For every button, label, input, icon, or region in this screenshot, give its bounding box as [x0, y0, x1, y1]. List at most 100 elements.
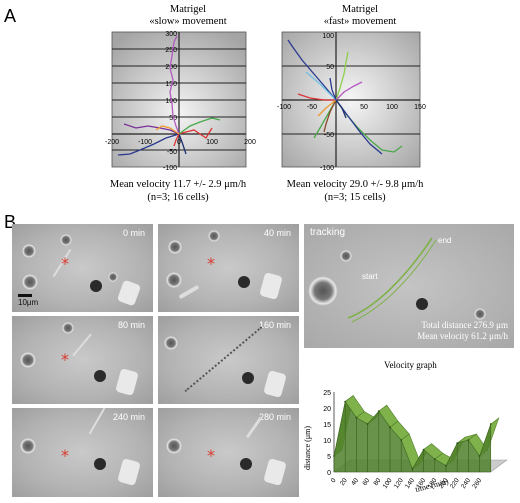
cell: [166, 438, 182, 454]
fast-plot-title: Matrigel «fast» movement: [280, 4, 440, 28]
slow-caption: Mean velocity 11.7 +/- 2.9 μm/h (n=3; 16…: [88, 178, 268, 204]
cell-marker-star: *: [61, 446, 69, 465]
velocity-graph-bg: [304, 352, 516, 502]
tracking-label: tracking: [310, 227, 346, 238]
velocity-ytick: 5: [327, 454, 331, 461]
cell: [90, 280, 102, 292]
frame-80min: 80 min *: [12, 316, 153, 404]
end-label: end: [438, 236, 452, 245]
tracking-stats: Total distance 276.9 μm Mean velocity 61…: [417, 320, 508, 342]
cell: [94, 370, 106, 382]
migration-path: [184, 326, 264, 394]
velocity-point: [478, 455, 481, 457]
fast-caption: Mean velocity 29.0 +/- 9.8 μm/h (n=3; 15…: [265, 178, 445, 204]
cell-marker-star: *: [207, 446, 215, 465]
slow-plot-title: Matrigel «slow» movement: [108, 4, 268, 28]
slow-ytick: 300: [165, 31, 177, 38]
slow-movement-plot: 300 250 200 150 100 50 -50 -100 -200 -10…: [105, 31, 256, 172]
cell: [164, 336, 178, 350]
velocity-point: [333, 455, 335, 457]
slow-ytick: 200: [165, 64, 177, 71]
velocity-point: [411, 467, 414, 470]
cell-marker-star: *: [61, 254, 69, 273]
frame-time-label: 240 min: [112, 412, 145, 422]
fast-ytick: 100: [322, 33, 334, 40]
velocity-ytick: 10: [323, 438, 331, 445]
fast-xticks: -100 -50 50 100 150: [277, 104, 426, 111]
fast-movement-plot: 100 50 -50 -100 -100 -50 50 100 150: [277, 31, 426, 172]
velocity-ytick: 15: [323, 422, 331, 429]
cell: [240, 458, 252, 470]
fast-xtick: 50: [360, 104, 368, 111]
slow-xtick: -100: [138, 139, 152, 146]
velocity-graph: Velocity graph distance (μm) time (min) …: [304, 352, 516, 502]
velocity-graph-title: Velocity graph: [384, 360, 437, 370]
fast-title-line2: «fast» movement: [323, 16, 397, 27]
cell: [166, 272, 182, 288]
cell-cluster: [117, 458, 141, 486]
cell: [60, 234, 72, 246]
velocity-xtick: 20: [339, 477, 349, 487]
fast-ytick: 50: [326, 64, 334, 71]
frame-time-label: 280 min: [258, 412, 291, 422]
velocity-point: [355, 416, 358, 419]
cell: [242, 372, 254, 384]
cell: [474, 308, 486, 320]
velocity-xtick: 40: [350, 477, 360, 487]
cell: [238, 276, 250, 288]
start-label: start: [362, 272, 378, 281]
fast-xtick: -100: [277, 104, 291, 111]
migrating-cell: [88, 408, 106, 435]
slow-xtick: 100: [206, 139, 218, 146]
velocity-point: [422, 448, 425, 451]
frame-240min: 240 min *: [12, 408, 153, 497]
velocity-point: [344, 400, 347, 403]
cell-cluster: [259, 272, 283, 300]
scale-bar-label: 10μm: [18, 298, 39, 307]
tracking-path: [347, 237, 437, 323]
ribbon-side: [456, 439, 469, 473]
slow-ytick: -50: [167, 149, 177, 156]
velocity-point: [467, 439, 470, 441]
cell-marker-star: *: [207, 254, 215, 273]
slow-xtick: 0: [177, 139, 181, 146]
cell: [94, 458, 106, 470]
slow-xtick: 200: [244, 139, 256, 146]
cell: [108, 272, 118, 282]
frame-160min: 160 min: [158, 316, 299, 404]
fast-title-line1: Matrigel: [341, 4, 379, 15]
velocity-graph-ylabel: distance (μm): [304, 426, 312, 470]
fast-xtick: 150: [414, 104, 426, 111]
fast-caption-line1: Mean velocity 29.0 +/- 9.8 μm/h: [286, 179, 424, 190]
velocity-ytick: 0: [327, 470, 331, 477]
cell-cluster: [115, 368, 139, 396]
slow-title-line1: Matrigel: [169, 4, 207, 15]
ribbon-side: [479, 423, 492, 473]
velocity-xtick: 80: [373, 477, 383, 487]
frame-time-label: 80 min: [117, 320, 145, 330]
velocity-point: [433, 458, 436, 461]
panel-letter-a: A: [4, 6, 17, 26]
cell: [340, 250, 352, 262]
fast-ytick: -50: [324, 132, 334, 139]
cell-cluster: [116, 279, 142, 307]
slow-title-line2: «slow» movement: [149, 16, 227, 27]
migrating-cell: [245, 416, 263, 439]
slow-ytick: 250: [165, 47, 177, 54]
cell: [62, 322, 74, 334]
scale-bar: [18, 294, 32, 297]
velocity-graph-ribbon: [333, 394, 500, 473]
velocity-xtick: 60: [361, 477, 371, 487]
velocity-point: [456, 442, 459, 445]
frame-time-label: 0 min: [122, 228, 145, 238]
cell-cluster: [263, 370, 287, 398]
fast-tracks: [287, 39, 403, 155]
velocity-point: [400, 439, 403, 441]
cell: [20, 438, 36, 454]
frame-280min: 280 min *: [158, 408, 299, 497]
fast-yticks: 100 50 -50 -100: [320, 33, 334, 172]
mean-velocity: Mean velocity 61.2 μm/h: [417, 331, 508, 341]
slow-caption-line2: (n=3; 16 cells): [147, 192, 209, 203]
cell: [208, 230, 220, 242]
tracking-image: tracking start end Total distance 276.9 …: [304, 224, 514, 348]
